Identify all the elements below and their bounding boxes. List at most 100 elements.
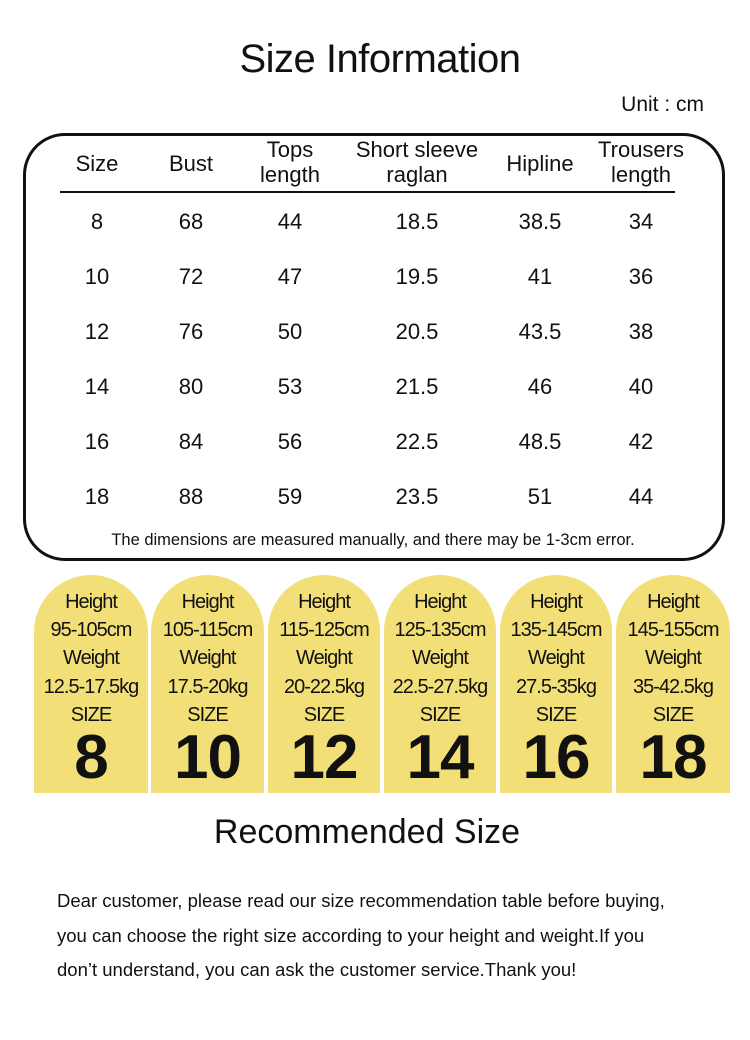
column-header-line: Size: [75, 151, 119, 176]
card-height: 125-135cm: [394, 619, 486, 641]
paragraph-line: don’t understand, you can ask the custom…: [57, 959, 577, 980]
column-header-line: Bust: [168, 151, 214, 176]
header-divider: [60, 191, 675, 193]
table-cell: 84: [178, 429, 204, 454]
card-weight: 27.5-35kg: [516, 676, 597, 698]
card-size: 8: [74, 723, 108, 792]
column-header: Size: [76, 151, 119, 176]
card-height: 115-125cm: [279, 619, 370, 641]
table-cell: 47: [277, 264, 303, 289]
card-weight-label: Weight: [528, 647, 585, 669]
table-cell: 21.5: [395, 374, 439, 399]
card-weight-label: Weight: [179, 647, 237, 669]
card-weight: 35-42.5kg: [633, 676, 714, 698]
size-card: Height 125-135cm Weight 22.5-27.5kg SIZE 14: [384, 575, 496, 793]
card-weight-label: Weight: [645, 647, 702, 669]
table-cell: 68: [178, 209, 204, 234]
table-cell: 14: [84, 374, 110, 399]
card-weight: 22.5-27.5kg: [392, 676, 489, 698]
table-cell: 8: [90, 209, 104, 234]
card-size-label: SIZE: [303, 704, 345, 726]
column-header: Bust: [169, 151, 213, 176]
card-weight: 20-22.5kg: [284, 676, 365, 698]
page-title: Size Information: [239, 37, 521, 81]
card-height: 95-105cm: [50, 619, 133, 641]
table-cell: 80: [178, 374, 204, 399]
paragraph-line: you can choose the right size according …: [57, 925, 645, 946]
card-height-label: Height: [181, 591, 235, 613]
card-weight: 12.5-17.5kg: [43, 676, 140, 698]
table-cell: 46: [527, 374, 553, 399]
card-size: 16: [522, 723, 591, 792]
size-card: Height 145-155cm Weight 35-42.5kg SIZE 18: [616, 575, 730, 793]
table-cell: 42: [628, 429, 654, 454]
card-size-label: SIZE: [652, 704, 694, 726]
table-cell: 20.5: [395, 319, 439, 344]
size-card: Height 115-125cm Weight 20-22.5kg SIZE 12: [268, 575, 380, 793]
card-size: 14: [406, 723, 475, 792]
paragraph-line: Dear customer, please read our size reco…: [57, 890, 665, 911]
table-cell: 22.5: [395, 429, 439, 454]
table-cell: 53: [277, 374, 303, 399]
table-cell: 44: [628, 484, 654, 509]
card-weight: 17.5-20kg: [167, 676, 249, 698]
table-cell: 56: [277, 429, 303, 454]
card-size-label: SIZE: [187, 704, 228, 726]
column-header-line: raglan: [386, 162, 448, 187]
column-header-line: length: [611, 162, 671, 187]
table-cell: 40: [628, 374, 654, 399]
card-height: 145-155cm: [627, 619, 719, 641]
card-weight-label: Weight: [296, 647, 353, 669]
card-weight-label: Weight: [412, 647, 469, 669]
measurement-note: The dimensions are measured manually, an…: [111, 531, 635, 549]
card-height-label: Height: [65, 591, 118, 613]
table-cell: 51: [527, 484, 553, 509]
table-cell: 88: [178, 484, 204, 509]
column-header: Hipline: [506, 151, 573, 176]
card-weight-label: Weight: [63, 647, 120, 669]
table-cell: 50: [277, 319, 303, 344]
card-height: 105-115cm: [162, 619, 254, 641]
card-size-label: SIZE: [419, 704, 461, 726]
column-header: Short sleeve raglan: [356, 137, 478, 187]
card-size: 10: [174, 723, 242, 792]
card-height: 135-145cm: [510, 619, 602, 641]
card-size: 12: [290, 723, 359, 792]
table-cell: 48.5: [518, 429, 562, 454]
table-cell: 43.5: [518, 319, 562, 344]
table-cell: 10: [84, 264, 110, 289]
size-card: Height 135-145cm Weight 27.5-35kg SIZE 16: [500, 575, 612, 793]
table-cell: 38: [628, 319, 654, 344]
card-height-label: Height: [298, 591, 351, 613]
table-cell: 34: [628, 209, 654, 234]
size-card: Height 105-115cm Weight 17.5-20kg SIZE 10: [151, 575, 264, 793]
table-cell: 23.5: [395, 484, 439, 509]
table-cell: 38.5: [518, 209, 562, 234]
column-header: Tops length: [260, 137, 320, 187]
recommended-size-title: Recommended Size: [213, 813, 521, 851]
column-header-line: Trousers: [598, 137, 684, 162]
card-size-label: SIZE: [535, 704, 577, 726]
table-cell: 12: [84, 319, 110, 344]
table-cell: 59: [277, 484, 303, 509]
table-cell: 36: [628, 264, 654, 289]
column-header-line: Short sleeve: [355, 137, 479, 162]
card-height-label: Height: [414, 591, 467, 613]
table-cell: 16: [84, 429, 110, 454]
column-header: Trousers length: [598, 137, 684, 187]
table-cell: 18.5: [395, 209, 439, 234]
size-table-box: [23, 133, 725, 561]
table-cell: 76: [178, 319, 204, 344]
table-cell: 18: [84, 484, 110, 509]
column-header-line: length: [260, 162, 320, 187]
column-header-line: Hipline: [506, 151, 574, 176]
table-cell: 19.5: [395, 264, 439, 289]
unit-label: Unit : cm: [621, 93, 704, 116]
card-size-label: SIZE: [70, 704, 112, 726]
card-height-label: Height: [647, 591, 700, 613]
column-header-line: Tops: [266, 137, 314, 162]
table-cell: 41: [527, 264, 553, 289]
size-card: Height 95-105cm Weight 12.5-17.5kg SIZE 8: [34, 575, 148, 793]
table-cell: 72: [178, 264, 204, 289]
